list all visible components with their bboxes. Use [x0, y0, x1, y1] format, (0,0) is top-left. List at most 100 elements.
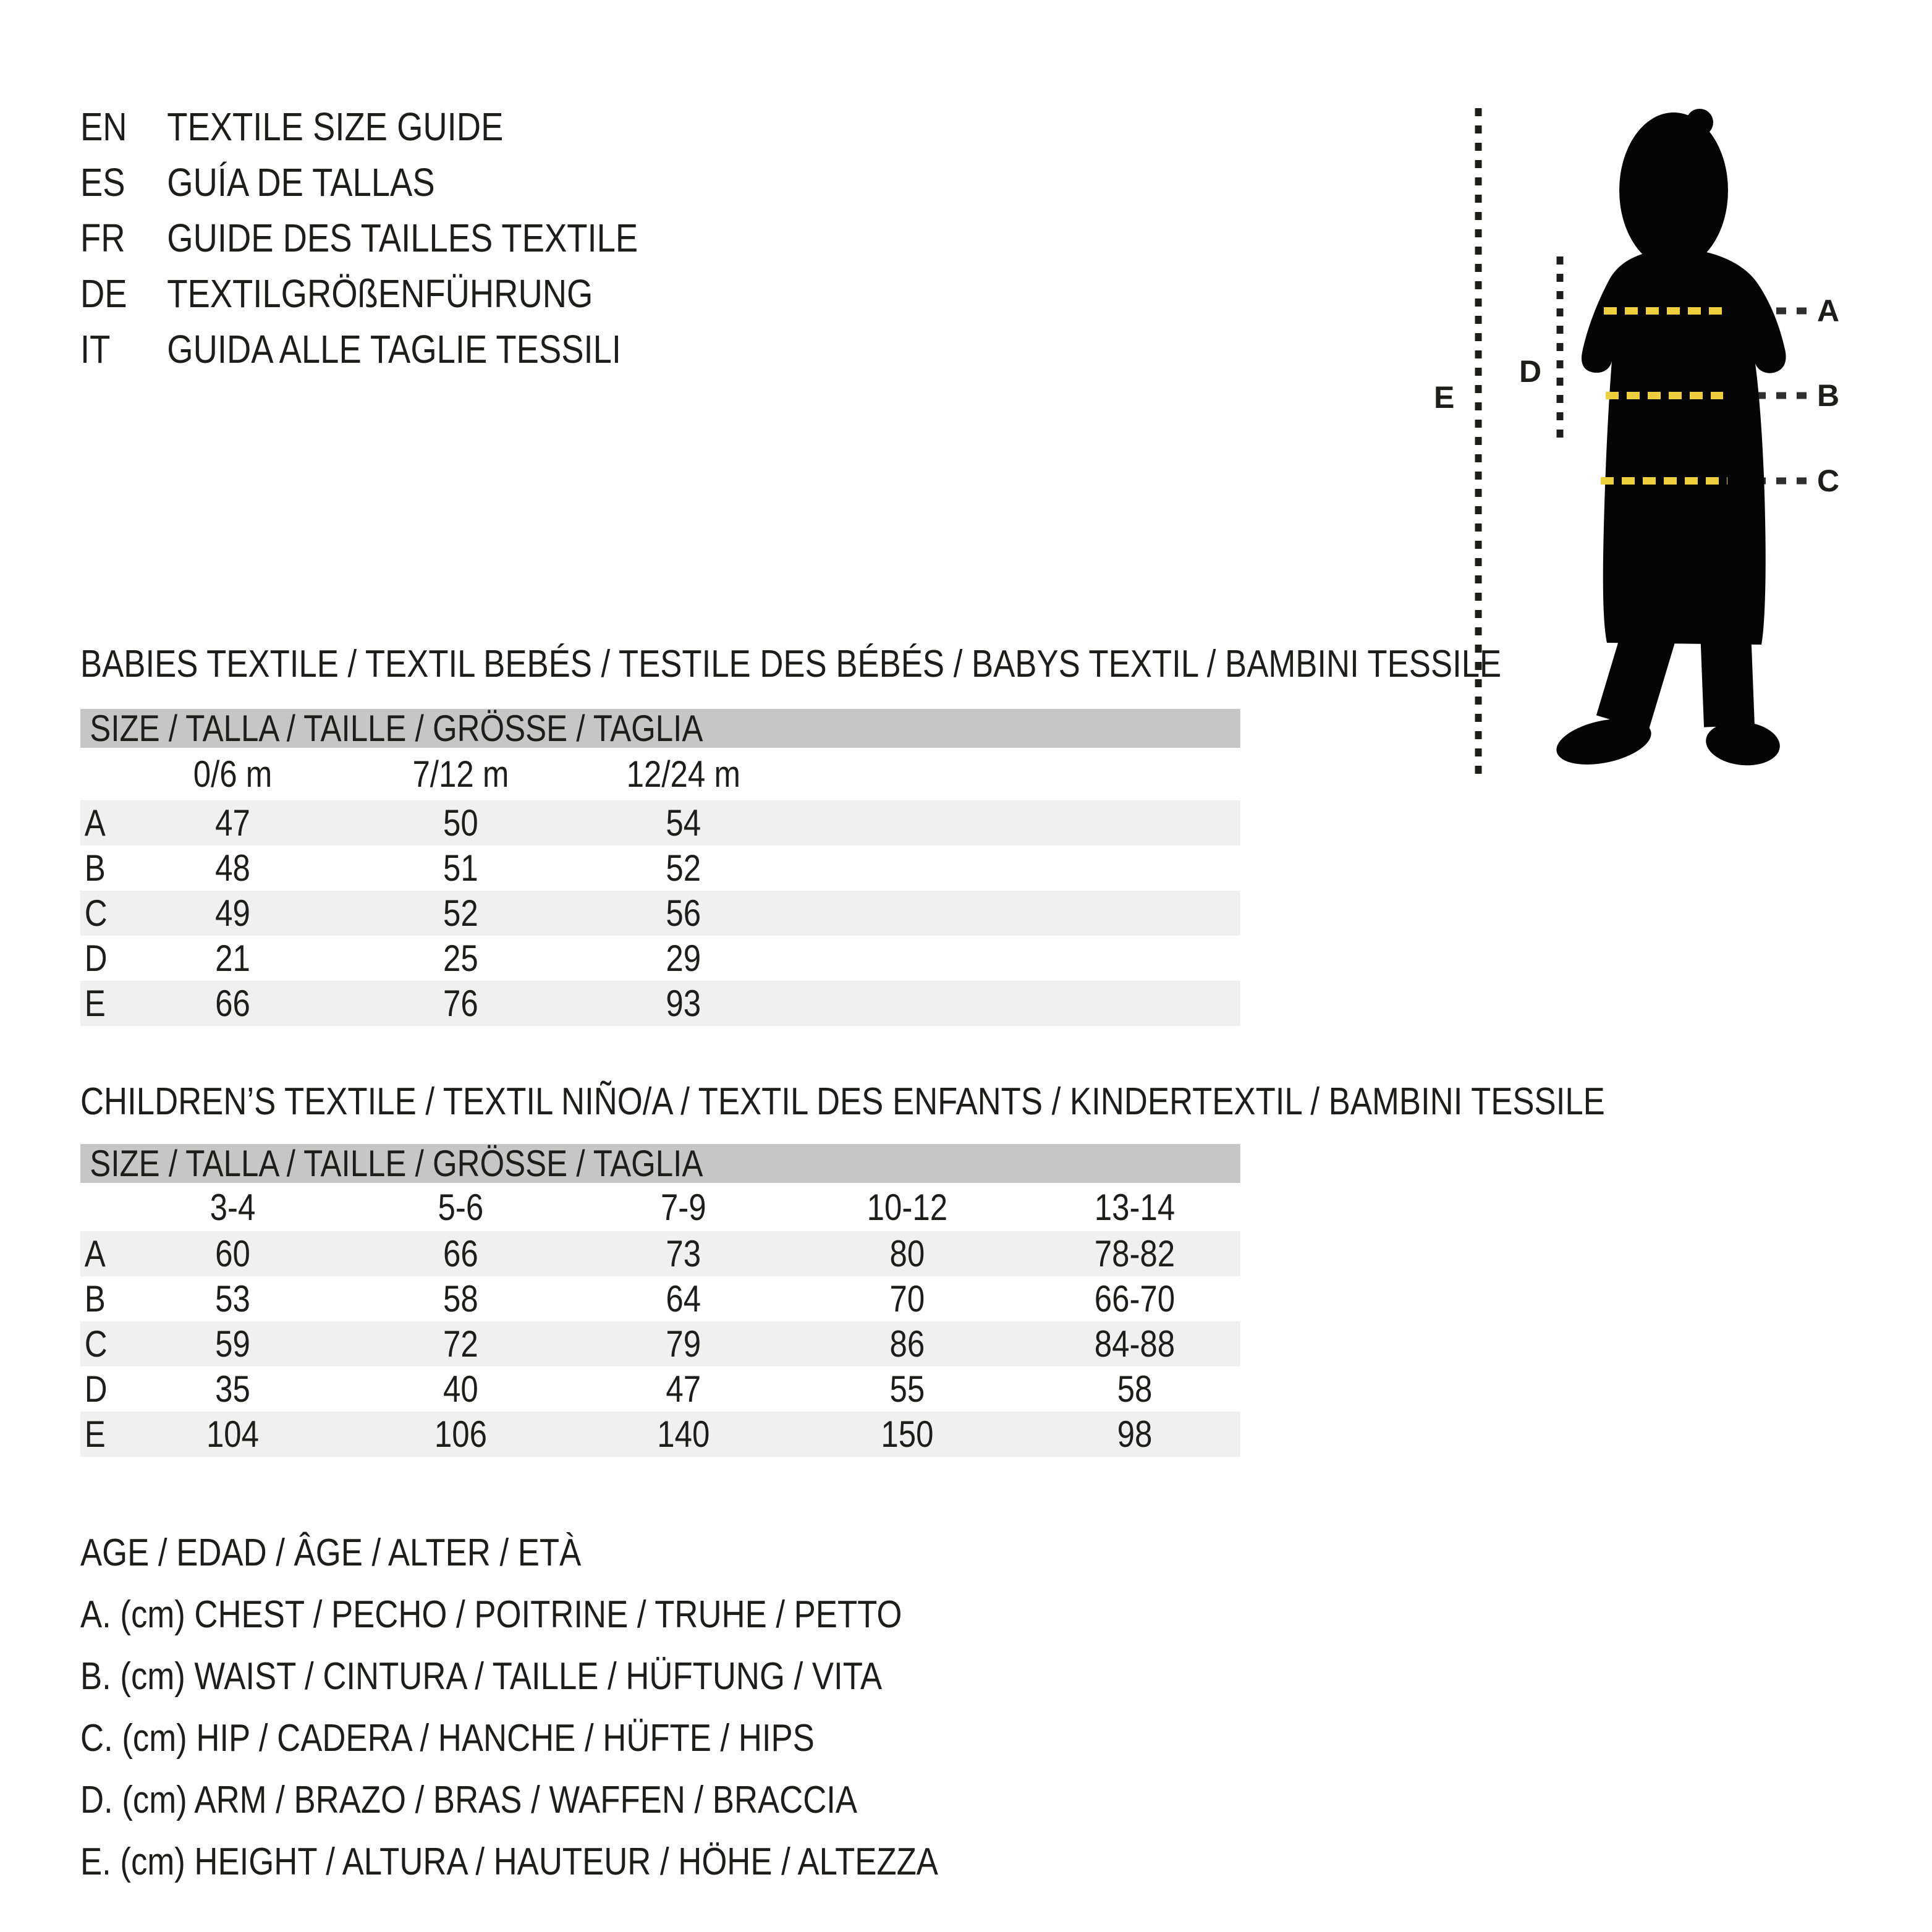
- silhouette-left-shoe: [1556, 718, 1651, 765]
- silhouette-hair-tuft: [1686, 109, 1713, 136]
- babies-size-table: SIZE / TALLA / TAILLE / GRÖSSE / TAGLIA …: [80, 709, 1240, 1026]
- language-row-es: ES GUÍA DE TALLAS: [80, 155, 1341, 210]
- table-row: D 21 25 29: [80, 936, 1240, 981]
- cell-value: 73: [666, 1233, 701, 1274]
- row-label: B: [84, 847, 106, 889]
- silhouette-right-leg: [1700, 629, 1755, 727]
- children-col-7-9: 7-9: [660, 1186, 706, 1228]
- babies-size-header-bar: SIZE / TALLA / TAILLE / GRÖSSE / TAGLIA: [80, 709, 1240, 748]
- row-label: D: [84, 938, 108, 979]
- language-row-en: EN TEXTILE SIZE GUIDE: [80, 99, 1341, 155]
- cell-value: 52: [443, 892, 478, 934]
- table-row: A 47 50 54: [80, 800, 1240, 845]
- children-size-table: SIZE / TALLA / TAILLE / GRÖSSE / TAGLIA …: [80, 1144, 1240, 1457]
- babies-col-7-12m: 7/12 m: [412, 753, 509, 795]
- row-label: E: [84, 983, 106, 1024]
- language-row-it: IT GUIDA ALLE TAGLIE TESSILI: [80, 321, 1341, 377]
- measurement-figure: A B C D E: [1409, 87, 1891, 816]
- table-row: C 59 72 79 86 84-88: [80, 1321, 1240, 1366]
- cell-value: 50: [443, 802, 478, 844]
- cell-value: 56: [666, 892, 701, 934]
- row-label: B: [84, 1278, 106, 1320]
- cell-value: 66-70: [1094, 1278, 1176, 1320]
- cell-value: 93: [666, 983, 701, 1024]
- table-row: D 35 40 47 55 58: [80, 1366, 1240, 1412]
- guide-title-fr: GUIDE DES TAILLES TEXTILE: [167, 216, 638, 260]
- table-row: C 49 52 56: [80, 891, 1240, 936]
- row-label: A: [84, 802, 106, 844]
- language-code: FR: [80, 216, 125, 260]
- cell-value: 66: [443, 1233, 478, 1274]
- children-size-header-bar: SIZE / TALLA / TAILLE / GRÖSSE / TAGLIA: [80, 1144, 1240, 1183]
- babies-col-0-6m: 0/6 m: [193, 753, 273, 795]
- child-silhouette-diagram: A B C D E: [1434, 108, 1839, 776]
- table-row: E 66 76 93: [80, 981, 1240, 1026]
- marker-e-label: E: [1434, 380, 1454, 415]
- babies-column-header-row: 0/6 m 7/12 m 12/24 m: [80, 748, 1240, 800]
- cell-value: 79: [666, 1323, 701, 1365]
- legend-waist: B. (cm) WAIST / CINTURA / TAILLE / HÜFTU…: [80, 1654, 883, 1698]
- language-row-de: DE TEXTILGRÖßENFÜHRUNG: [80, 266, 1341, 321]
- cell-value: 55: [889, 1368, 925, 1410]
- row-label: C: [84, 1323, 108, 1365]
- cell-value: 53: [215, 1278, 250, 1320]
- table-row: A 60 66 73 80 78-82: [80, 1231, 1240, 1276]
- cell-value: 49: [215, 892, 250, 934]
- children-col-3-4: 3-4: [210, 1186, 256, 1228]
- language-code: ES: [80, 160, 125, 205]
- cell-value: 70: [889, 1278, 925, 1320]
- cell-value: 98: [1117, 1413, 1153, 1455]
- guide-title-de: TEXTILGRÖßENFÜHRUNG: [167, 271, 593, 316]
- children-col-5-6: 5-6: [438, 1186, 484, 1228]
- row-label: C: [84, 892, 108, 934]
- cell-value: 64: [666, 1278, 701, 1320]
- cell-value: 76: [443, 983, 478, 1024]
- cell-value: 47: [215, 802, 250, 844]
- row-label: E: [84, 1413, 106, 1455]
- cell-value: 106: [434, 1413, 487, 1455]
- marker-c-label: C: [1817, 464, 1839, 498]
- table-row: B 53 58 64 70 66-70: [80, 1276, 1240, 1321]
- cell-value: 104: [206, 1413, 260, 1455]
- cell-value: 140: [657, 1413, 710, 1455]
- children-column-header-row: 3-4 5-6 7-9 10-12 13-14: [80, 1183, 1240, 1231]
- cell-value: 58: [443, 1278, 478, 1320]
- cell-value: 58: [1117, 1368, 1153, 1410]
- cell-value: 78-82: [1094, 1233, 1176, 1274]
- cell-value: 25: [443, 938, 478, 979]
- row-label: D: [84, 1368, 108, 1410]
- silhouette-left-leg: [1596, 622, 1677, 731]
- legend-arm: D. (cm) ARM / BRAZO / BRAS / WAFFEN / BR…: [80, 1778, 858, 1821]
- cell-value: 54: [666, 802, 701, 844]
- silhouette-right-shoe: [1706, 721, 1780, 766]
- cell-value: 86: [889, 1323, 925, 1365]
- cell-value: 60: [215, 1233, 250, 1274]
- cell-value: 29: [666, 938, 701, 979]
- guide-title-it: GUIDA ALLE TAGLIE TESSILI: [167, 327, 621, 371]
- cell-value: 47: [666, 1368, 701, 1410]
- cell-value: 52: [666, 847, 701, 889]
- babies-col-12-24m: 12/24 m: [626, 753, 740, 795]
- marker-a-label: A: [1817, 294, 1839, 328]
- child-silhouette: [1556, 109, 1786, 766]
- language-title-list: EN TEXTILE SIZE GUIDE ES GUÍA DE TALLAS …: [80, 99, 1341, 377]
- guide-title-en: TEXTILE SIZE GUIDE: [167, 104, 504, 149]
- children-section-title: CHILDREN’S TEXTILE / TEXTIL NIÑO/A / TEX…: [80, 1080, 1605, 1123]
- row-label: A: [84, 1233, 106, 1274]
- babies-section-title: BABIES TEXTILE / TEXTIL BEBÉS / TESTILE …: [80, 643, 1502, 685]
- legend-age: AGE / EDAD / ÂGE / ALTER / ETÀ: [80, 1531, 582, 1574]
- table-row: E 104 106 140 150 98: [80, 1412, 1240, 1457]
- cell-value: 51: [443, 847, 478, 889]
- cell-value: 72: [443, 1323, 478, 1365]
- language-code: DE: [80, 271, 127, 316]
- cell-value: 40: [443, 1368, 478, 1410]
- language-code: EN: [80, 104, 127, 149]
- legend-chest: A. (cm) CHEST / PECHO / POITRINE / TRUHE…: [80, 1593, 902, 1636]
- marker-d-label: D: [1519, 354, 1541, 389]
- silhouette-head: [1619, 112, 1728, 268]
- cell-value: 150: [881, 1413, 934, 1455]
- marker-b-label: B: [1817, 378, 1839, 413]
- cell-value: 35: [215, 1368, 250, 1410]
- cell-value: 66: [215, 983, 250, 1024]
- cell-value: 21: [215, 938, 250, 979]
